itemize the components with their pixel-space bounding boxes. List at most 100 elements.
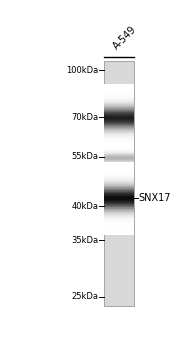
Bar — [104, 209, 134, 210]
Bar — [104, 92, 134, 93]
Bar — [104, 61, 134, 306]
Bar — [104, 123, 134, 124]
Bar — [104, 175, 134, 176]
Bar — [104, 190, 134, 191]
Bar — [104, 130, 134, 131]
Bar — [104, 146, 134, 147]
Bar — [104, 163, 134, 164]
Bar — [104, 84, 134, 85]
Bar — [104, 142, 134, 143]
Bar — [104, 147, 134, 148]
Bar — [104, 193, 134, 194]
Bar — [104, 97, 134, 98]
Bar — [104, 170, 134, 171]
Bar — [104, 116, 134, 117]
Bar — [104, 196, 134, 197]
Bar — [104, 183, 134, 184]
Text: 100kDa: 100kDa — [66, 66, 98, 75]
Bar — [104, 200, 134, 201]
Bar — [104, 98, 134, 99]
Bar — [104, 189, 134, 190]
Bar — [104, 169, 134, 170]
Bar — [104, 129, 134, 130]
Bar — [104, 140, 134, 141]
Bar — [104, 174, 134, 175]
Bar — [104, 164, 134, 165]
Bar — [104, 203, 134, 204]
Bar — [104, 99, 134, 100]
Bar — [104, 202, 134, 203]
Bar — [104, 192, 134, 193]
Text: SNX17: SNX17 — [139, 193, 171, 203]
Bar — [104, 222, 134, 223]
Bar — [104, 216, 134, 217]
Bar — [104, 118, 134, 119]
Bar — [104, 124, 134, 125]
Bar — [104, 150, 134, 151]
Bar — [104, 100, 134, 101]
Bar — [104, 104, 134, 105]
Bar — [104, 86, 134, 87]
Bar — [104, 176, 134, 177]
Bar — [104, 127, 134, 128]
Bar — [104, 125, 134, 126]
Bar — [104, 184, 134, 185]
Bar — [104, 212, 134, 213]
Bar — [104, 230, 134, 231]
Bar — [104, 205, 134, 206]
Bar — [104, 208, 134, 209]
Bar — [104, 131, 134, 132]
Bar — [104, 149, 134, 150]
Text: 70kDa: 70kDa — [71, 113, 98, 122]
Bar — [104, 137, 134, 138]
Bar — [104, 166, 134, 167]
Bar — [104, 134, 134, 135]
Bar — [104, 128, 134, 129]
Bar — [104, 194, 134, 195]
Bar — [104, 113, 134, 114]
Bar — [104, 106, 134, 107]
Bar — [104, 195, 134, 196]
Bar — [104, 198, 134, 199]
Bar — [104, 178, 134, 179]
Bar — [104, 221, 134, 222]
Bar — [104, 201, 134, 202]
Bar — [104, 109, 134, 110]
Bar — [104, 185, 134, 186]
Bar — [104, 191, 134, 192]
Bar — [104, 171, 134, 172]
Bar — [104, 112, 134, 113]
Text: 40kDa: 40kDa — [71, 202, 98, 211]
Bar — [104, 187, 134, 188]
Bar — [104, 102, 134, 103]
Bar — [104, 141, 134, 142]
Bar — [104, 179, 134, 180]
Bar — [104, 186, 134, 187]
Bar — [104, 120, 134, 121]
Bar — [104, 90, 134, 91]
Bar — [104, 110, 134, 111]
Text: 35kDa: 35kDa — [71, 236, 98, 245]
Bar — [104, 215, 134, 216]
Text: 55kDa: 55kDa — [71, 152, 98, 161]
Bar — [104, 188, 134, 189]
Bar — [104, 103, 134, 104]
Bar — [104, 115, 134, 116]
Bar — [104, 96, 134, 97]
Bar — [104, 89, 134, 90]
Bar — [104, 224, 134, 225]
Bar — [104, 119, 134, 120]
Bar — [104, 177, 134, 178]
Bar — [104, 94, 134, 95]
Bar — [104, 135, 134, 136]
Bar — [104, 165, 134, 166]
Bar — [104, 172, 134, 173]
Bar — [104, 229, 134, 230]
Bar — [104, 173, 134, 174]
Bar — [104, 145, 134, 146]
Text: 25kDa: 25kDa — [71, 292, 98, 301]
Bar — [104, 88, 134, 89]
Text: A-549: A-549 — [111, 24, 138, 51]
Bar — [104, 228, 134, 229]
Bar — [104, 227, 134, 228]
